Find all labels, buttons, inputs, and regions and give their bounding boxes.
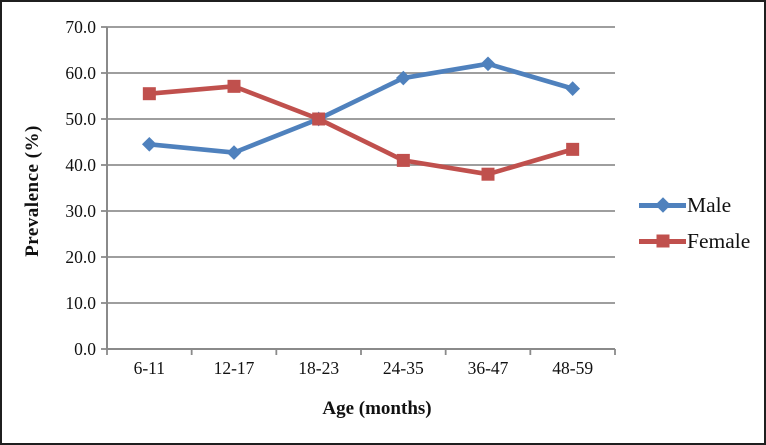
y-tick-label: 50.0 xyxy=(65,109,96,129)
x-tick-label: 6-11 xyxy=(134,358,165,378)
y-tick-label: 30.0 xyxy=(65,201,96,221)
legend-item-female: Female xyxy=(639,228,750,254)
y-tick-label: 10.0 xyxy=(65,293,96,313)
legend-label-male: Male xyxy=(687,192,732,217)
y-tick-label: 60.0 xyxy=(65,63,96,83)
x-tick-label: 36-47 xyxy=(468,358,509,378)
male-diamond-marker-icon xyxy=(141,136,157,152)
female-square-marker-icon xyxy=(396,153,410,167)
female-square-marker-icon xyxy=(227,79,241,93)
legend-item-male: Male xyxy=(639,192,750,218)
female-square-marker-icon xyxy=(656,234,669,248)
x-tick-label: 18-23 xyxy=(298,358,339,378)
male-diamond-marker-icon xyxy=(226,145,242,160)
x-tick-label: 48-59 xyxy=(552,358,593,378)
female-square-marker-icon xyxy=(312,112,326,126)
y-tick-label: 70.0 xyxy=(65,17,96,37)
male-diamond-marker-icon xyxy=(395,70,411,86)
x-tick-label: 12-17 xyxy=(214,358,255,378)
male-line-diamond-icon xyxy=(639,197,686,213)
y-tick-label: 40.0 xyxy=(65,155,96,175)
x-tick-label: 24-35 xyxy=(383,358,424,378)
female-square-marker-icon xyxy=(481,167,495,181)
y-axis-title: Prevalence (%) xyxy=(22,125,43,257)
female-square-marker-icon xyxy=(142,87,156,101)
female-square-marker-icon xyxy=(566,142,580,156)
male-diamond-marker-icon xyxy=(654,197,671,213)
female-series-line xyxy=(147,84,575,177)
x-axis-title: Age (months) xyxy=(322,398,432,419)
male-series-line xyxy=(147,61,575,155)
legend-label-female: Female xyxy=(687,228,751,253)
y-tick-label: 20.0 xyxy=(65,247,96,267)
y-tick-label: 0.0 xyxy=(74,339,96,359)
male-diamond-marker-icon xyxy=(480,56,496,72)
female-line-square-icon xyxy=(639,234,686,248)
legend: Male Female xyxy=(639,192,750,254)
male-diamond-marker-icon xyxy=(565,81,581,96)
